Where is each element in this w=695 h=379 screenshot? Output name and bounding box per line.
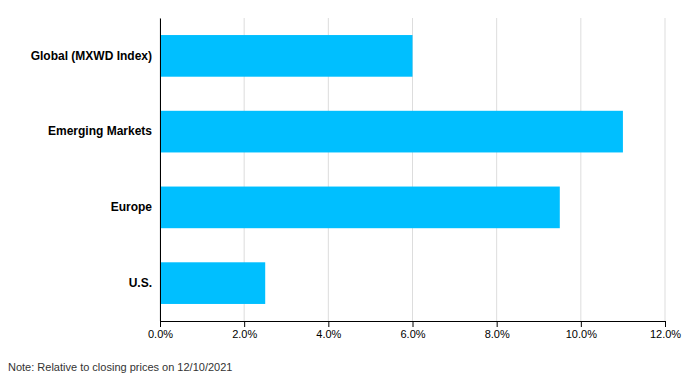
x-tick-label: 12.0% bbox=[650, 328, 681, 340]
x-tick: 0.0% bbox=[148, 321, 173, 340]
x-tick: 10.0% bbox=[566, 321, 597, 340]
grid-line bbox=[580, 18, 581, 321]
bar bbox=[160, 111, 623, 153]
chart: 0.0% 2.0% 4.0% 6.0% 8.0% 10.0% 12.0% U.S. Europe… bbox=[0, 0, 695, 379]
x-tick: 2.0% bbox=[232, 321, 257, 340]
bars bbox=[160, 35, 623, 304]
grid-line bbox=[665, 18, 666, 321]
y-tick-label: Emerging Markets bbox=[48, 124, 152, 138]
x-tick-label: 2.0% bbox=[232, 328, 257, 340]
x-tick-mark bbox=[160, 321, 161, 327]
x-tick-mark bbox=[413, 321, 414, 327]
y-tick-label: U.S. bbox=[129, 276, 152, 290]
y-tick: Emerging Markets bbox=[48, 124, 160, 138]
grid-line bbox=[496, 18, 497, 321]
plot: 0.0% 2.0% 4.0% 6.0% 8.0% 10.0% 12.0% U.S. Europe… bbox=[31, 18, 682, 340]
x-tick-label: 0.0% bbox=[148, 328, 173, 340]
y-axis: U.S. Europe Emerging Markets Global (MXWD I… bbox=[31, 19, 161, 322]
y-axis-line bbox=[160, 19, 161, 322]
bar bbox=[160, 35, 413, 77]
x-tick-mark bbox=[665, 321, 666, 327]
grid bbox=[160, 18, 665, 321]
bar bbox=[160, 262, 265, 304]
x-tick-mark bbox=[244, 321, 245, 327]
x-tick: 8.0% bbox=[485, 321, 510, 340]
x-tick-mark bbox=[581, 321, 582, 327]
x-tick: 4.0% bbox=[316, 321, 341, 340]
x-tick-label: 6.0% bbox=[400, 328, 425, 340]
y-tick: U.S. bbox=[129, 276, 160, 290]
bar bbox=[160, 187, 560, 229]
x-tick-label: 4.0% bbox=[316, 328, 341, 340]
x-axis-line bbox=[161, 322, 666, 328]
x-tick: 12.0% bbox=[650, 321, 681, 340]
y-tick-label: Europe bbox=[111, 200, 153, 214]
x-axis: 0.0% 2.0% 4.0% 6.0% 8.0% 10.0% 12.0% bbox=[148, 321, 681, 340]
y-tick-label: Global (MXWD Index) bbox=[31, 49, 152, 63]
x-tick-mark bbox=[328, 321, 329, 327]
x-tick-label: 8.0% bbox=[485, 328, 510, 340]
x-tick-label: 10.0% bbox=[566, 328, 597, 340]
y-tick: Europe bbox=[111, 200, 160, 214]
note: Note: Relative to closing prices on 12/1… bbox=[8, 361, 232, 373]
x-tick: 6.0% bbox=[400, 321, 425, 340]
y-tick: Global (MXWD Index) bbox=[31, 49, 160, 63]
grid-line bbox=[160, 18, 161, 321]
x-tick-mark bbox=[497, 321, 498, 327]
